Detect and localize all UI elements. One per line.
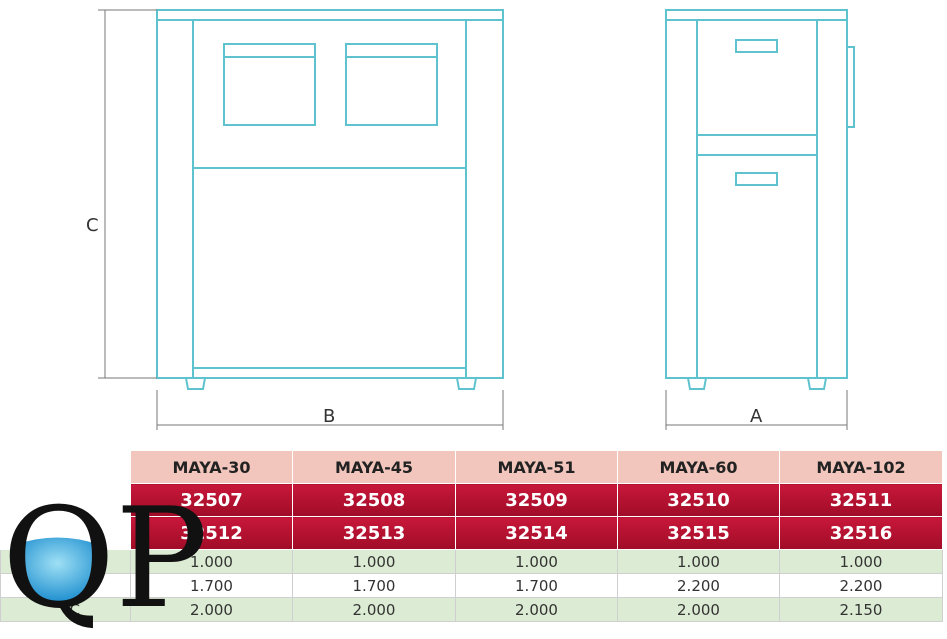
table-cell: 1.700 bbox=[292, 573, 456, 598]
table-cell: 1.700 bbox=[130, 573, 293, 598]
table-row: 32512 32513 32514 32515 32516 bbox=[0, 516, 943, 550]
dimension-label: A bbox=[750, 406, 763, 427]
table-cell: 1.000 bbox=[617, 549, 780, 574]
table-cell: 2.000 bbox=[292, 597, 456, 622]
table-cell: 32514 bbox=[455, 516, 618, 550]
header-cell: MAYA-45 bbox=[292, 450, 456, 484]
table-cell: 32513 bbox=[292, 516, 456, 550]
table-cell: 32508 bbox=[292, 483, 456, 517]
table-cell: 32512 bbox=[130, 516, 293, 550]
table-cell: 2.150 bbox=[779, 597, 943, 622]
table-cell: 1.000 bbox=[455, 549, 618, 574]
table-cell: 2.000 bbox=[455, 597, 618, 622]
header-cell: MAYA-51 bbox=[455, 450, 618, 484]
table-cell: 1.700 bbox=[455, 573, 618, 598]
header-cell: MAYA-60 bbox=[617, 450, 780, 484]
table-cell: 2.000 bbox=[130, 597, 293, 622]
logo: QP bbox=[2, 478, 208, 639]
header-cell: MAYA-30 bbox=[130, 450, 293, 484]
table-cell: 32509 bbox=[455, 483, 618, 517]
row-label: C bbox=[0, 597, 131, 622]
header-row: MAYA-30 MAYA-45 MAYA-51 MAYA-60 MAYA-102 bbox=[0, 450, 943, 484]
table-cell: 32510 bbox=[617, 483, 780, 517]
header-cell: MAYA-102 bbox=[779, 450, 943, 484]
logo-water bbox=[15, 537, 100, 602]
table-cell: 1.000 bbox=[292, 549, 456, 574]
table-cell: 2.200 bbox=[617, 573, 780, 598]
table-row: 1.700 1.700 1.700 2.200 2.200 bbox=[0, 573, 943, 598]
table-cell: 32516 bbox=[779, 516, 943, 550]
table-cell: 1.000 bbox=[779, 549, 943, 574]
front-view bbox=[156, 9, 504, 390]
table-cell: 2.200 bbox=[779, 573, 943, 598]
table-row: C 2.000 2.000 2.000 2.000 2.150 bbox=[0, 597, 943, 622]
technical-drawing: C B A bbox=[86, 9, 855, 430]
table-cell: 2.000 bbox=[617, 597, 780, 622]
table-cell: 1.000 bbox=[130, 549, 293, 574]
table-cell: 32515 bbox=[617, 516, 780, 550]
table-cell: 32511 bbox=[779, 483, 943, 517]
table-row: 32507 32508 32509 32510 32511 bbox=[0, 483, 943, 517]
side-view bbox=[665, 9, 855, 390]
dimension-label: B bbox=[323, 406, 335, 427]
dimension-label: C bbox=[86, 215, 99, 236]
